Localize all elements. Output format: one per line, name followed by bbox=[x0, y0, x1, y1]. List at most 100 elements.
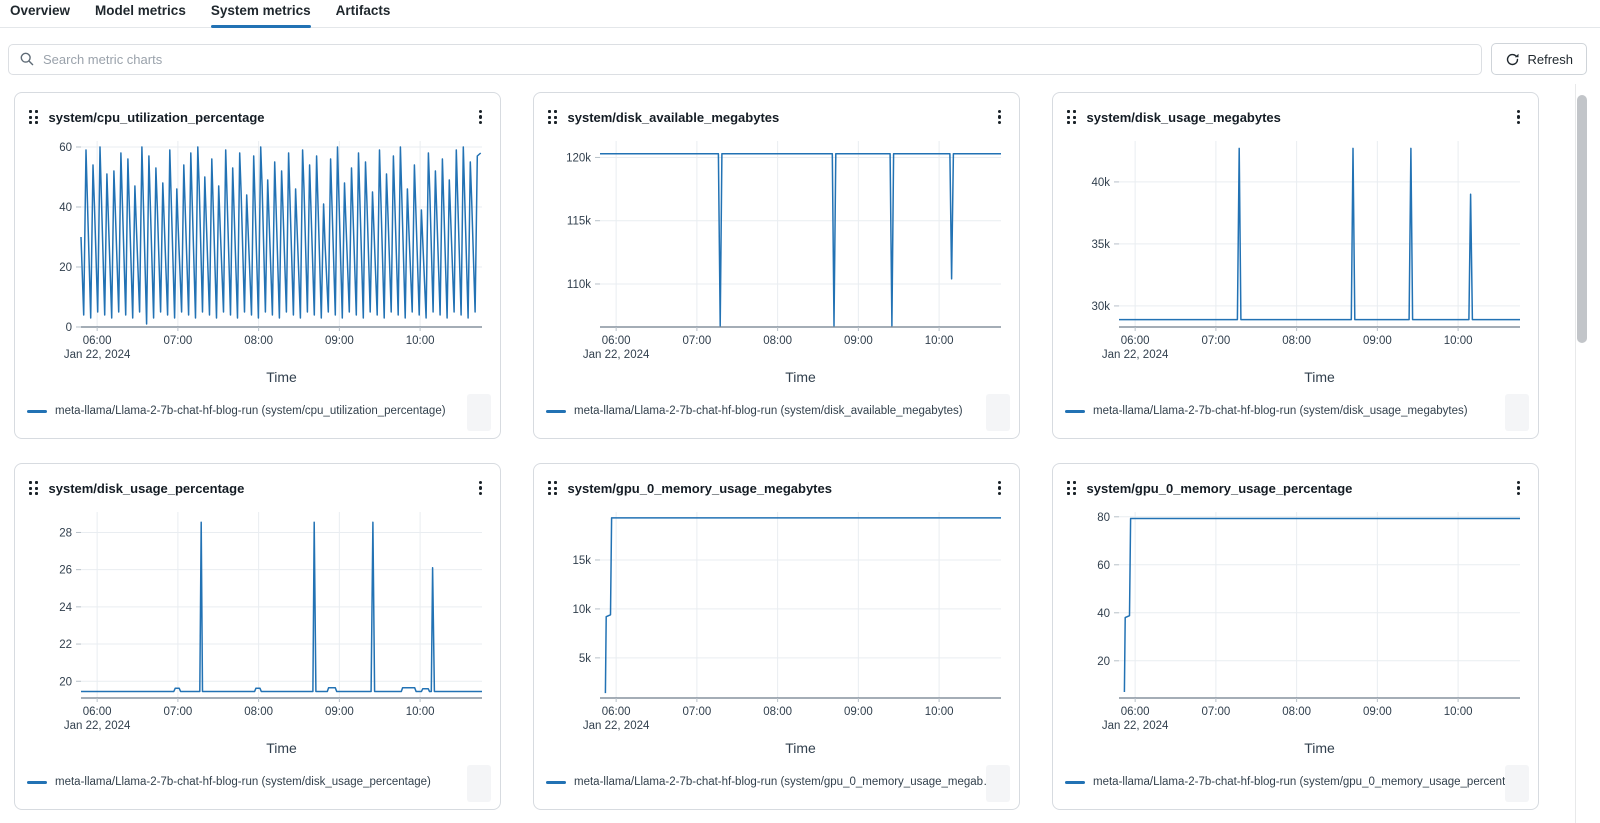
svg-text:10k: 10k bbox=[572, 604, 591, 616]
line-chart[interactable]: 5k 10k 15k 06:00 Jan 22, 2024 07:00 08:00 09:00… bbox=[546, 506, 1007, 765]
svg-text:20: 20 bbox=[59, 676, 72, 688]
tab-model-metrics[interactable]: Model metrics bbox=[95, 3, 186, 18]
card-resize-handle[interactable] bbox=[986, 765, 1010, 802]
svg-text:08:00: 08:00 bbox=[1282, 706, 1311, 718]
search-box[interactable] bbox=[8, 43, 1483, 75]
line-chart[interactable]: 30k 35k 40k 06:00 Jan 22, 2024 07:00 08:00 09:0… bbox=[1065, 135, 1526, 394]
chart-card-header: system/gpu_0_memory_usage_percentage bbox=[1065, 474, 1526, 502]
drag-handle-icon[interactable] bbox=[546, 108, 559, 126]
svg-text:10:00: 10:00 bbox=[925, 335, 954, 347]
chart-legend: meta-llama/Llama-2-7b-chat-hf-blog-run (… bbox=[546, 772, 1007, 792]
svg-text:Jan 22, 2024: Jan 22, 2024 bbox=[1102, 720, 1169, 732]
svg-text:07:00: 07:00 bbox=[1201, 335, 1230, 347]
svg-text:60: 60 bbox=[59, 142, 72, 154]
tab-overview[interactable]: Overview bbox=[10, 3, 71, 18]
svg-text:Time: Time bbox=[1304, 740, 1335, 756]
kebab-menu-button[interactable] bbox=[1511, 106, 1526, 129]
svg-text:06:00: 06:00 bbox=[602, 706, 631, 718]
kebab-menu-button[interactable] bbox=[473, 106, 488, 129]
svg-text:40: 40 bbox=[59, 202, 72, 214]
svg-text:Time: Time bbox=[785, 369, 816, 385]
search-input[interactable] bbox=[43, 51, 1472, 67]
line-chart[interactable]: 20 22 24 26 28 06:00 Jan 22, 2024 07:00 08:00 09:… bbox=[27, 506, 488, 765]
chart-card-header: system/disk_usage_percentage bbox=[27, 474, 488, 502]
legend-line-swatch bbox=[27, 780, 47, 784]
refresh-label: Refresh bbox=[1527, 51, 1573, 67]
line-chart[interactable]: 20 40 60 80 06:00 Jan 22, 2024 07:00 08:00 09:00… bbox=[1065, 506, 1526, 765]
svg-text:06:00: 06:00 bbox=[1121, 706, 1150, 718]
line-chart[interactable]: 0 20 40 60 06:00 Jan 22, 2024 07:00 08:00 09:00 1… bbox=[27, 135, 488, 394]
metric-chart-card: system/disk_available_megabytes 110k 115k… bbox=[533, 92, 1020, 439]
kebab-menu-button[interactable] bbox=[992, 106, 1007, 129]
svg-text:35k: 35k bbox=[1091, 239, 1110, 251]
svg-text:24: 24 bbox=[59, 602, 72, 614]
legend-label: meta-llama/Llama-2-7b-chat-hf-blog-run (… bbox=[55, 776, 431, 788]
legend-label: meta-llama/Llama-2-7b-chat-hf-blog-run (… bbox=[1093, 405, 1468, 417]
svg-text:80: 80 bbox=[1097, 512, 1110, 524]
chart-title: system/disk_usage_percentage bbox=[48, 480, 245, 496]
line-chart[interactable]: 110k 115k 120k 06:00 Jan 22, 2024 07:00 08:00 0… bbox=[546, 135, 1007, 394]
chart-title: system/disk_available_megabytes bbox=[567, 109, 780, 125]
svg-text:60: 60 bbox=[1097, 560, 1110, 572]
svg-text:30k: 30k bbox=[1091, 301, 1110, 313]
svg-text:Jan 22, 2024: Jan 22, 2024 bbox=[64, 720, 131, 732]
svg-text:115k: 115k bbox=[567, 216, 591, 228]
svg-text:09:00: 09:00 bbox=[844, 335, 873, 347]
chart-legend: meta-llama/Llama-2-7b-chat-hf-blog-run (… bbox=[1065, 401, 1526, 421]
svg-text:09:00: 09:00 bbox=[325, 335, 354, 347]
tab-system-metrics[interactable]: System metrics bbox=[210, 3, 311, 28]
legend-line-swatch bbox=[546, 409, 566, 413]
scrollbar-thumb[interactable] bbox=[1577, 95, 1587, 343]
refresh-button[interactable]: Refresh bbox=[1491, 43, 1587, 75]
svg-text:06:00: 06:00 bbox=[83, 335, 112, 347]
svg-text:07:00: 07:00 bbox=[682, 706, 711, 718]
scrollbar[interactable] bbox=[1575, 84, 1600, 823]
svg-text:09:00: 09:00 bbox=[325, 706, 354, 718]
legend-line-swatch bbox=[1065, 780, 1085, 784]
card-resize-handle[interactable] bbox=[467, 394, 491, 431]
kebab-menu-button[interactable] bbox=[992, 477, 1007, 500]
svg-text:Jan 22, 2024: Jan 22, 2024 bbox=[583, 349, 650, 361]
drag-handle-icon[interactable] bbox=[27, 108, 40, 126]
refresh-icon bbox=[1507, 53, 1519, 65]
chart-legend: meta-llama/Llama-2-7b-chat-hf-blog-run (… bbox=[1065, 772, 1526, 792]
svg-text:40: 40 bbox=[1097, 608, 1110, 620]
card-resize-handle[interactable] bbox=[1505, 394, 1529, 431]
svg-text:08:00: 08:00 bbox=[244, 706, 273, 718]
tab-artifacts[interactable]: Artifacts bbox=[335, 3, 391, 18]
svg-text:08:00: 08:00 bbox=[763, 335, 792, 347]
card-resize-handle[interactable] bbox=[1505, 765, 1529, 802]
svg-text:Time: Time bbox=[1304, 369, 1335, 385]
svg-text:07:00: 07:00 bbox=[163, 335, 192, 347]
drag-handle-icon[interactable] bbox=[1065, 479, 1078, 497]
kebab-menu-button[interactable] bbox=[1511, 477, 1526, 500]
legend-label: meta-llama/Llama-2-7b-chat-hf-blog-run (… bbox=[1093, 776, 1517, 788]
svg-text:Jan 22, 2024: Jan 22, 2024 bbox=[583, 720, 650, 732]
svg-text:10:00: 10:00 bbox=[406, 335, 435, 347]
svg-text:120k: 120k bbox=[566, 152, 591, 164]
svg-text:20: 20 bbox=[59, 262, 72, 274]
legend-label: meta-llama/Llama-2-7b-chat-hf-blog-run (… bbox=[55, 405, 446, 417]
kebab-menu-button[interactable] bbox=[473, 477, 488, 500]
drag-handle-icon[interactable] bbox=[27, 479, 40, 497]
svg-text:15k: 15k bbox=[572, 555, 591, 567]
svg-text:10:00: 10:00 bbox=[925, 706, 954, 718]
metrics-toolbar: Refresh bbox=[0, 43, 1600, 75]
svg-text:20: 20 bbox=[1097, 656, 1110, 668]
card-resize-handle[interactable] bbox=[986, 394, 1010, 431]
card-resize-handle[interactable] bbox=[467, 765, 491, 802]
svg-text:Time: Time bbox=[266, 369, 297, 385]
svg-text:10:00: 10:00 bbox=[1444, 335, 1473, 347]
chart-card-header: system/disk_available_megabytes bbox=[546, 103, 1007, 131]
charts-grid: system/cpu_utilization_percentage 0 20 40 6… bbox=[0, 92, 1600, 810]
svg-text:08:00: 08:00 bbox=[244, 335, 273, 347]
drag-handle-icon[interactable] bbox=[546, 479, 559, 497]
legend-line-swatch bbox=[546, 780, 566, 784]
drag-handle-icon[interactable] bbox=[1065, 108, 1078, 126]
svg-text:5k: 5k bbox=[579, 653, 591, 665]
svg-text:09:00: 09:00 bbox=[844, 706, 873, 718]
metric-chart-card: system/gpu_0_memory_usage_percentage 20 4… bbox=[1052, 463, 1539, 810]
svg-text:Time: Time bbox=[266, 740, 297, 756]
metric-chart-card: system/disk_usage_megabytes 30k 35k 40k 06:… bbox=[1052, 92, 1539, 439]
svg-text:0: 0 bbox=[66, 322, 72, 334]
